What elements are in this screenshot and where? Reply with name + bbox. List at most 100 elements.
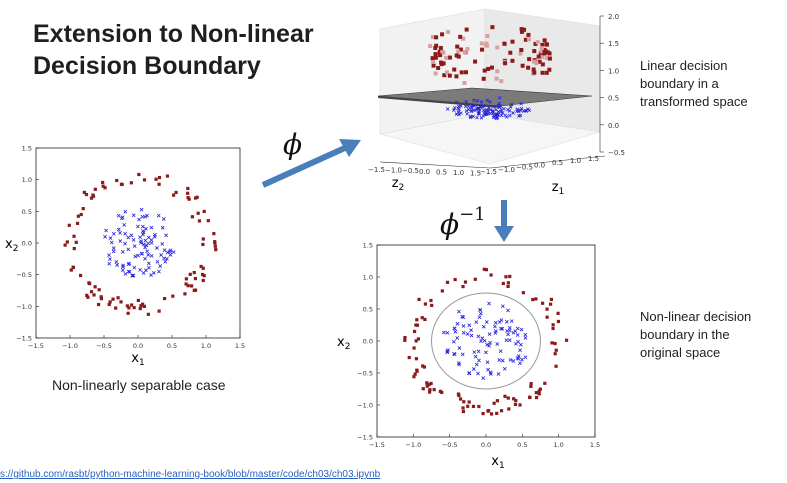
transformed-outer-point	[431, 59, 436, 64]
transformed-inner-point	[477, 112, 482, 116]
inner-class-point	[500, 304, 505, 309]
outer-class-point	[430, 303, 434, 308]
outer-class-point	[202, 209, 206, 214]
left-caption: Non-linearly separable case	[52, 377, 226, 393]
inner-class-point	[476, 371, 480, 376]
transformed-outer-point	[537, 59, 542, 64]
outer-class-point	[72, 246, 76, 251]
inner-class-point	[143, 256, 147, 261]
transformed-inner-point	[484, 107, 489, 112]
y-tick-label: 0.0	[363, 338, 373, 346]
transformed-outer-point	[441, 61, 446, 66]
outer-class-point	[99, 297, 104, 301]
phi-arrow-head	[339, 139, 361, 157]
right-scatter-plot: −1.5 −1.0 −0.5 0.0 0.5 1.0 1.5 −1.5 −1.0 −0.5 0.0 0…	[337, 242, 600, 472]
inner-class-point	[471, 367, 476, 371]
outer-class-point	[79, 212, 83, 217]
inner-class-point	[516, 339, 520, 344]
inner-class-point	[457, 346, 462, 350]
transformed-outer-point	[542, 38, 547, 43]
outer-class-point	[111, 297, 115, 301]
outer-class-point	[482, 267, 486, 271]
transformed-outer-point	[531, 67, 536, 72]
inner-class-point	[511, 359, 516, 363]
outer-class-point	[93, 285, 97, 289]
inner-class-point	[445, 330, 450, 335]
source-link[interactable]: s://github.com/rasbt/python-machine-lear…	[0, 469, 381, 480]
transformed-inner-point	[466, 104, 471, 109]
transformed-outer-point	[484, 41, 489, 46]
transformed-outer-point	[533, 41, 538, 46]
z2-tick-label: −1.0	[385, 167, 402, 175]
inner-class-point	[511, 330, 516, 335]
z2-axis-label: z2	[392, 176, 405, 193]
inner-class-point	[518, 348, 522, 353]
transformed-outer-point	[461, 36, 466, 41]
outer-class-point	[71, 265, 75, 270]
left-y-label: x2	[5, 237, 18, 254]
transformed-outer-point	[440, 32, 445, 37]
transformed-inner-point	[509, 102, 514, 107]
transformed-inner-point	[476, 111, 481, 116]
inner-class-point	[504, 338, 509, 343]
outer-class-point	[429, 381, 433, 386]
x-tick-label: 1.5	[590, 441, 600, 449]
transformed-outer-point	[445, 70, 450, 75]
y-tick-label: 0.5	[22, 208, 32, 216]
inner-class-point	[155, 259, 160, 264]
phi-inverse-arrow	[494, 200, 514, 242]
outer-class-point	[499, 409, 504, 413]
y-tick-label: 1.5	[363, 242, 373, 250]
inner-class-point	[460, 352, 465, 357]
transformed-outer-point	[446, 29, 451, 34]
outer-class-point	[484, 268, 489, 272]
outer-class-point	[506, 281, 510, 285]
y-tick-label: 1.0	[22, 176, 32, 184]
z2-axis-line	[379, 161, 491, 169]
transformed-outer-point	[465, 47, 470, 52]
transformed-inner-point	[492, 112, 497, 116]
outer-class-point	[466, 404, 470, 408]
transformed-outer-point	[503, 61, 508, 66]
inner-class-point	[507, 338, 512, 343]
outer-class-point	[529, 384, 533, 389]
outer-class-point	[137, 172, 141, 177]
transformed-inner-point	[488, 100, 492, 104]
outer-class-point	[471, 404, 476, 409]
outer-class-point	[116, 296, 120, 300]
inner-class-point	[131, 238, 136, 242]
inner-class-point	[144, 243, 149, 248]
transformed-inner-point	[519, 106, 524, 111]
outer-class-point	[518, 403, 522, 407]
outer-class-point	[63, 243, 67, 247]
transformed-outer-point	[458, 47, 463, 52]
outer-class-point	[458, 397, 463, 401]
z1-tick-label: −1.5	[480, 168, 497, 176]
inner-class-point	[123, 231, 128, 236]
z-tick-label: 0.0	[608, 122, 619, 130]
inner-class-point	[457, 309, 461, 314]
inner-class-point	[114, 260, 119, 264]
outer-class-point	[554, 364, 558, 368]
outer-class-point	[438, 389, 442, 393]
inner-class-point	[118, 231, 122, 235]
transformed-outer-point	[523, 37, 528, 42]
transformed-inner-point	[452, 108, 456, 112]
inner-class-point	[467, 371, 471, 376]
inner-class-point	[523, 332, 528, 337]
inner-class-point	[103, 234, 107, 239]
inner-class-point	[162, 248, 167, 253]
outer-class-point	[425, 381, 429, 385]
x-tick-label: 0.0	[133, 342, 143, 350]
transformed-inner-point	[475, 99, 480, 103]
transformed-outer-point	[459, 70, 464, 75]
outer-class-point	[427, 390, 432, 394]
transformed-inner-point	[508, 113, 512, 118]
transformed-outer-point	[430, 35, 435, 40]
transformed-outer-point	[458, 34, 463, 39]
transformed-inner-point	[499, 110, 503, 114]
inner-class-point	[147, 265, 151, 270]
outer-class-point	[427, 383, 431, 387]
inner-class-point	[515, 333, 520, 337]
inner-class-point	[518, 361, 522, 366]
